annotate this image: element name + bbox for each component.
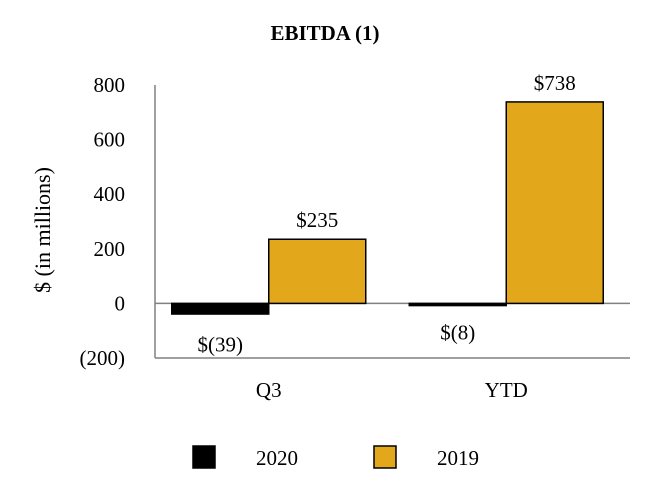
data-label-2020-q3: $(39) [198, 332, 244, 356]
chart-title: EBITDA (1) [270, 21, 379, 45]
y-tick-label: 0 [115, 291, 126, 315]
y-axis-label: $ (in millions) [30, 167, 55, 293]
x-axis-categories: Q3 YTD [256, 378, 528, 402]
y-tick-label: (200) [80, 346, 126, 370]
bars [171, 101, 604, 315]
legend-label-2019: 2019 [437, 446, 479, 470]
bar-2019-ytd [505, 101, 604, 305]
y-tick-label: 400 [94, 182, 126, 206]
x-category-label: Q3 [256, 378, 282, 402]
y-tick-label: 800 [94, 73, 126, 97]
data-labels: $(39) $235 $(8) $738 [198, 71, 576, 356]
data-label-2019-q3: $235 [296, 208, 338, 232]
data-label-2019-ytd: $738 [534, 71, 576, 95]
legend: 2020 2019 [192, 445, 479, 470]
bar-2019-q3 [268, 238, 367, 305]
legend-label-2020: 2020 [256, 446, 298, 470]
bar-2020-ytd [408, 302, 507, 307]
bar-2020-q3 [171, 302, 270, 315]
data-label-2020-ytd: $(8) [440, 320, 475, 344]
y-tick-label: 600 [94, 128, 126, 152]
x-category-label: YTD [485, 378, 528, 402]
legend-swatch-2019 [373, 445, 397, 469]
y-tick-label: 200 [94, 237, 126, 261]
legend-swatch-2020 [192, 445, 216, 469]
